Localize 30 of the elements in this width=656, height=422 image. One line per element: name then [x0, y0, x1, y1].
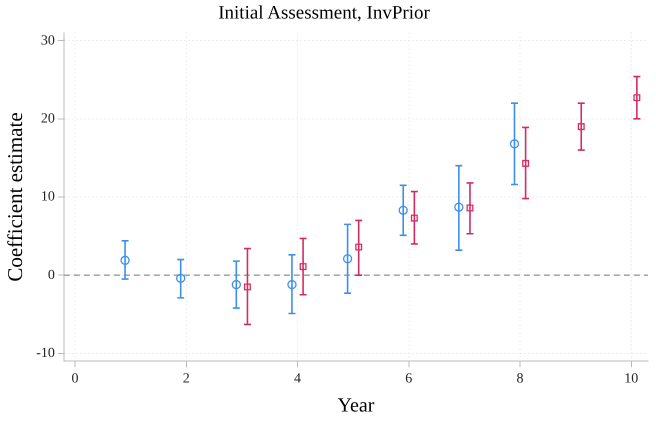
point	[287, 280, 297, 290]
point	[578, 123, 585, 130]
x-tick-label: 0	[71, 371, 78, 386]
point	[454, 202, 464, 212]
point	[398, 206, 408, 215]
point	[633, 94, 640, 102]
y-tick-label: 20	[40, 111, 55, 126]
point	[244, 283, 251, 290]
point	[410, 214, 418, 222]
x-tick-label: 2	[182, 371, 190, 386]
x-axis-title: Year	[338, 394, 375, 416]
y-tick-label: 30	[40, 33, 55, 48]
y-tick-label: 10	[40, 190, 55, 205]
y-tick-label: -10	[36, 346, 55, 362]
x-tick-label: 10	[624, 371, 638, 386]
point	[342, 254, 352, 264]
point	[522, 160, 530, 167]
point	[120, 256, 130, 265]
x-tick-label: 6	[405, 371, 412, 386]
x-tick-label: 4	[294, 371, 302, 386]
y-axis-title: Coefficient estimate	[3, 112, 28, 282]
point	[510, 139, 520, 148]
point	[176, 274, 186, 283]
point	[466, 204, 474, 212]
chart-title: Initial Assessment, InvPrior	[218, 2, 430, 24]
point	[232, 280, 241, 290]
point	[300, 263, 307, 270]
point	[355, 244, 362, 251]
x-tick-label: 8	[516, 371, 524, 386]
y-tick-label: 0	[48, 268, 55, 283]
